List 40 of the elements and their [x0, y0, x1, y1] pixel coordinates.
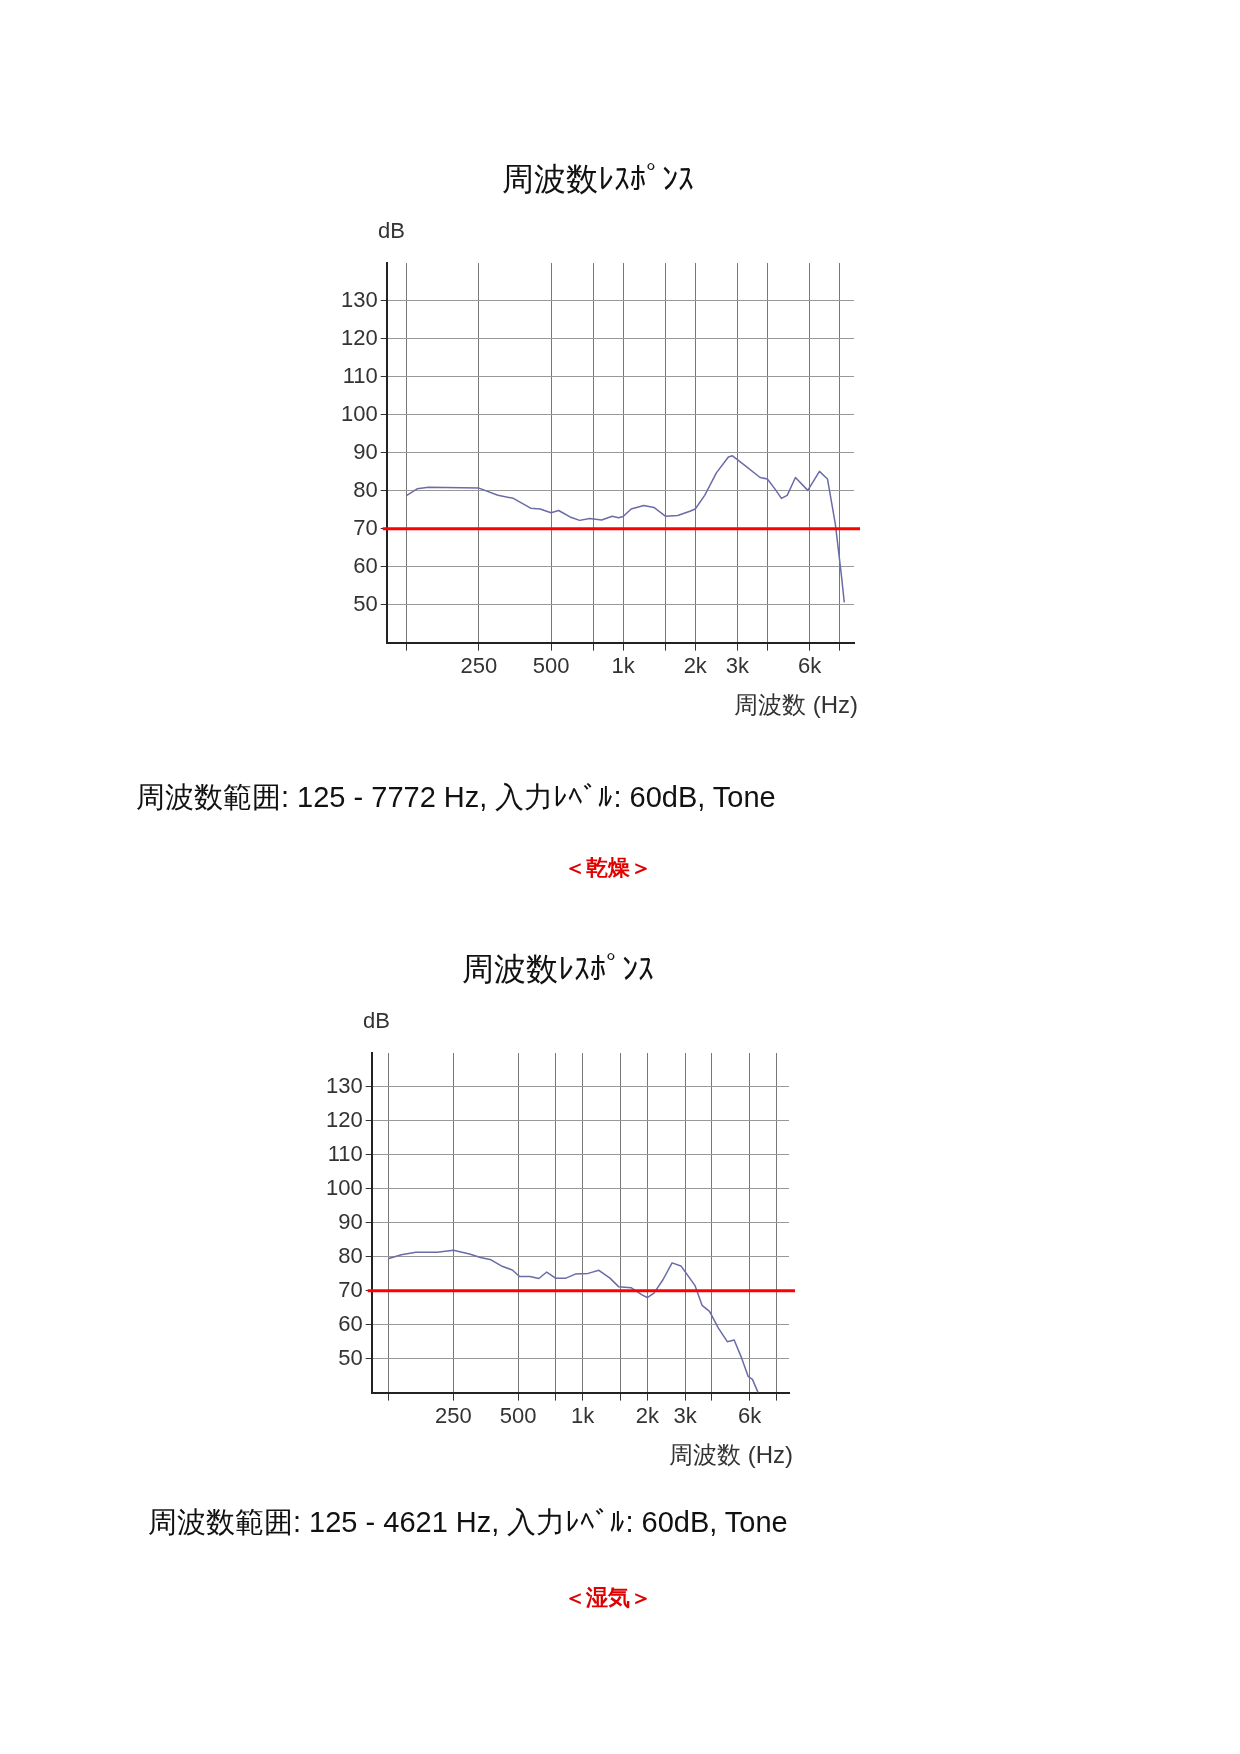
- y-tick-label: 110: [327, 1140, 363, 1166]
- x-axis-title: 周波数 (Hz): [733, 690, 858, 720]
- y-tick-label: 100: [340, 400, 378, 426]
- y-tick-label: 60: [338, 1310, 363, 1336]
- y-axis-title: dB: [378, 218, 405, 244]
- x-tick-label: 250: [435, 1402, 472, 1428]
- y-tick-label: 70: [353, 514, 378, 540]
- x-tick-label: 500: [499, 1402, 537, 1428]
- x-tick-label: 2k: [635, 1402, 660, 1428]
- y-tick-label: 50: [353, 590, 378, 616]
- y-tick-label: 80: [353, 476, 378, 502]
- y-tick-label: 90: [353, 438, 378, 464]
- y-tick-label: 110: [342, 362, 378, 388]
- text: 周波数範囲: 125 - 7772 Hz, 入力ﾚﾍﾞﾙ: 60dB, Tone: [136, 780, 776, 815]
- chart-title: 周波数ﾚｽﾎﾟﾝｽ: [501, 160, 695, 199]
- x-axis-title: 周波数 (Hz): [668, 1440, 793, 1470]
- chart-title: 周波数ﾚｽﾎﾟﾝｽ: [461, 950, 655, 989]
- x-tick-label: 6k: [738, 1402, 763, 1428]
- y-tick-label: 60: [353, 552, 378, 578]
- x-tick-label: 500: [532, 652, 570, 678]
- x-tick-label: 6k: [797, 652, 823, 678]
- x-tick-label: 1k: [571, 1402, 596, 1428]
- y-tick-label: 130: [325, 1073, 363, 1099]
- y-tick-label: 90: [338, 1208, 363, 1234]
- text: ＜湿気＞: [563, 1584, 653, 1612]
- y-tick-label: 100: [325, 1174, 363, 1200]
- y-tick-label: 120: [340, 324, 378, 350]
- text: ＜乾燥＞: [563, 854, 653, 882]
- y-tick-label: 50: [338, 1344, 363, 1370]
- x-tick-label: 1k: [611, 652, 636, 678]
- text: 周波数範囲: 125 - 4621 Hz, 入力ﾚﾍﾞﾙ: 60dB, Tone: [148, 1505, 788, 1540]
- y-tick-label: 70: [338, 1276, 363, 1302]
- x-tick-label: 2k: [683, 652, 708, 678]
- y-tick-label: 130: [340, 287, 378, 313]
- x-tick-label: 250: [460, 652, 498, 678]
- x-tick-label: 3k: [725, 652, 751, 678]
- y-axis-title: dB: [363, 1008, 390, 1034]
- x-tick-label: 3k: [673, 1402, 698, 1428]
- y-tick-label: 120: [325, 1106, 363, 1132]
- y-tick-label: 80: [338, 1242, 363, 1268]
